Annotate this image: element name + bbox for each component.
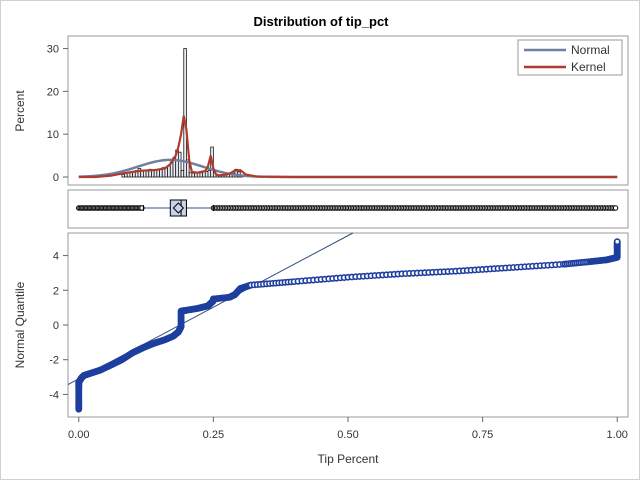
legend-normal-label: Normal (571, 43, 610, 57)
histogram-bar (121, 174, 125, 178)
x-axis-tick-label: 0.75 (472, 429, 493, 441)
histogram-bar (177, 151, 182, 178)
histogram-y-tick-label: 30 (47, 44, 59, 56)
qq-plot-frame (67, 232, 629, 418)
x-axis-tick-label: 1.00 (607, 429, 628, 441)
histogram-bar (204, 171, 209, 178)
qq-plot-panel: Normal Quantile -4 -2 0 2 4 (13, 232, 629, 418)
qq-y-tick-label: -2 (49, 355, 59, 367)
histogram-bar (207, 170, 212, 178)
legend-kernel-label: Kernel (571, 60, 606, 74)
qq-y-axis-label: Normal Quantile (13, 281, 27, 368)
boxplot-panel (67, 189, 629, 229)
histogram-y-tick-label: 10 (47, 129, 59, 141)
x-axis-label: Tip Percent (318, 452, 380, 466)
legend-frame (517, 39, 623, 76)
x-axis-tick-label: 0.25 (203, 429, 224, 441)
x-axis-tick-label: 0.00 (68, 429, 89, 441)
histogram-bar (180, 170, 185, 178)
kernel-density-curve (78, 115, 618, 179)
histogram-bar (186, 159, 190, 178)
qq-y-tick-label: 4 (53, 251, 59, 263)
histogram-y-axis-label: Percent (13, 90, 27, 132)
qq-y-tick-label: 0 (53, 320, 59, 332)
histogram-y-tick-label: 0 (53, 172, 59, 184)
histogram-panel: Percent 0 10 20 30 Normal Kernel (13, 35, 629, 186)
boxplot-outlier (612, 205, 619, 211)
histogram-bar (188, 172, 193, 178)
histogram-bar (159, 168, 163, 178)
histogram-bar (202, 171, 206, 178)
histogram-bar (183, 48, 187, 178)
histogram-bar (137, 168, 142, 178)
chart-title: Distribution of tip_pct (253, 14, 389, 29)
histogram-y-tick-label: 20 (47, 86, 59, 98)
legend: Normal Kernel (517, 39, 623, 76)
histogram-bar (156, 169, 160, 178)
qq-y-tick-label: 2 (53, 285, 59, 297)
histogram-bar (199, 172, 204, 178)
x-axis: 0.00 0.25 0.50 0.75 1.00 (68, 417, 628, 441)
histogram-bar (167, 165, 171, 178)
boxplot-mean-marker (172, 202, 185, 214)
x-axis-tick-label: 0.50 (337, 429, 358, 441)
qq-point (613, 238, 621, 246)
qq-y-tick-label: -4 (49, 389, 59, 401)
histogram-bar (191, 172, 195, 178)
